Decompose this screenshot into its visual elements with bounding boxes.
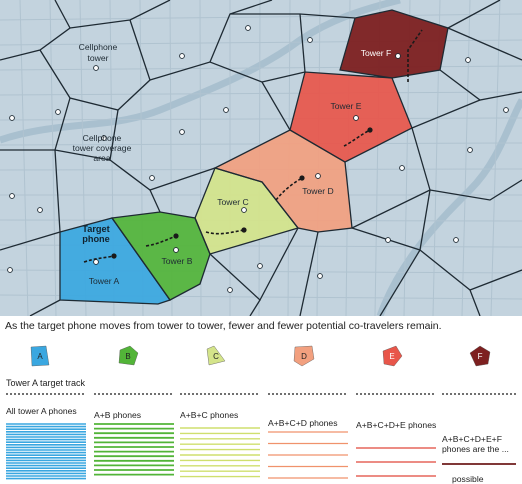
legend-letter: D [301,352,307,361]
cell-tower-e [290,72,412,162]
group-label-5: A+B+C+D+E phones [356,420,437,430]
label-cellphone-tower: Cellphone tower [79,42,118,63]
tower-markers [7,25,509,293]
tower-e-marker [353,115,359,121]
tower-coverage-map: Cellphone tower Cellphone tower coverage ar… [0,0,522,316]
coverage-boundaries [0,0,522,316]
target-track [83,29,423,263]
label-coverage-area: Cellphone tower coverage area [73,133,132,163]
legend-letter: E [389,352,394,361]
legend-shape-f: F [469,345,491,367]
cell-tower-b [112,212,210,300]
legend-shape-c: C [206,345,226,366]
tower-b-marker [173,247,179,253]
tower-d-marker [315,173,321,179]
cell-tower-f [340,10,448,78]
legend-letter: B [125,352,130,361]
legend-letter: C [213,352,219,361]
cell-tower-d [215,130,352,232]
label-tower-f: Tower F [361,48,392,58]
legend-letter: F [478,352,483,361]
label-tower-e: Tower E [330,101,361,111]
cotraveler-legend: A B C D E F [6,345,516,480]
label-tower-c: Tower C [217,197,249,207]
track-label: Tower A target track [6,378,86,388]
legend-shape-d: D [293,345,315,367]
label-tower-d: Tower D [302,186,334,196]
group-label-1: All tower A phones [6,406,77,416]
legend-shape-e: E [382,345,403,367]
cell-tower-a [60,218,170,304]
legend-shape-a: A [30,345,50,367]
group-label-2: A+B phones [94,410,142,420]
group-label-4: A+B+C+D phones [268,418,338,428]
label-tower-b: Tower B [161,256,192,266]
legend-letter: A [37,352,43,361]
target-positions [111,127,373,259]
group-label-6: A+B+C+D+E+F phones are the ... [442,434,509,454]
tower-a-marker [93,259,99,265]
legend-shape-b: B [118,345,139,366]
group-label-3: A+B+C phones [180,410,239,420]
tower-f-marker [395,53,401,59]
possible-text: possible [452,474,484,484]
label-target-phone: Target phone [82,224,110,244]
caption: As the target phone moves from tower to … [5,320,442,332]
label-tower-a: Tower A [89,276,120,286]
tower-c-marker [241,207,247,213]
